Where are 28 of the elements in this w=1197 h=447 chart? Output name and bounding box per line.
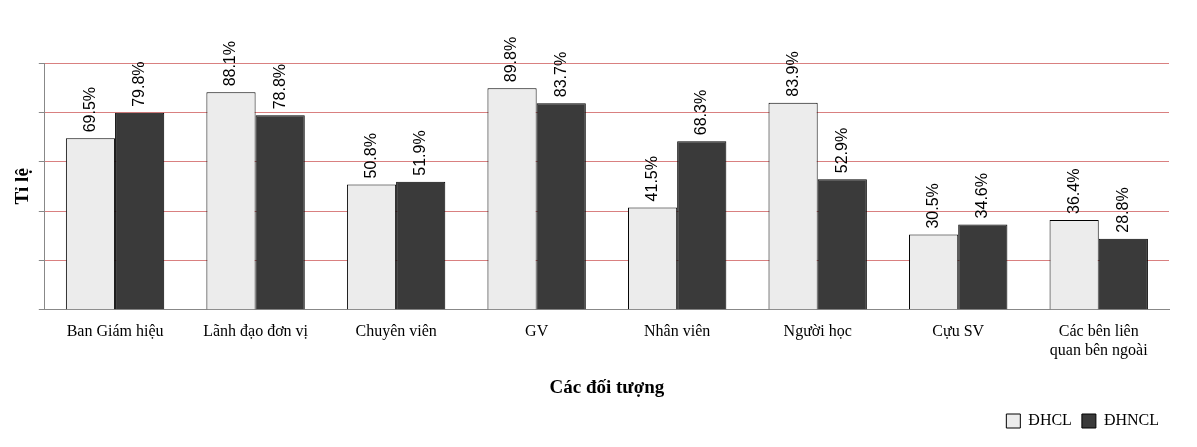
data-label: 51.9% [411, 130, 429, 176]
data-label: 28.8% [1113, 187, 1131, 233]
data-label: 50.8% [361, 133, 379, 179]
legend-label: ĐHNCL [1103, 411, 1159, 429]
x-tick-label: GV [525, 321, 549, 339]
y-axis-title: Tỉ lệ [11, 168, 33, 205]
legend-label: ĐHCL [1028, 411, 1072, 429]
data-label: 34.6% [973, 173, 991, 219]
data-label: 52.9% [832, 127, 850, 174]
data-label: 78.8% [270, 63, 288, 110]
x-tick-label: Chuyên viên [355, 321, 437, 340]
data-label: 41.5% [642, 156, 660, 202]
data-label: 79.8% [130, 61, 148, 107]
x-tick-label: Lãnh đạo đơn vị [203, 321, 309, 339]
data-label: 36.4% [1064, 168, 1082, 214]
x-tick-label: Các bên liên quan bên ngoài [1049, 321, 1149, 359]
x-tick-label: Người học [783, 321, 852, 340]
x-tick-label: Cựu SV [932, 321, 985, 339]
data-label: 68.3% [692, 89, 710, 136]
data-label: 30.5% [924, 183, 942, 229]
x-axis-title: Các đối tượng [549, 375, 665, 397]
x-tick-label: Ban Giám hiệu [66, 321, 164, 339]
data-label: 69.5% [80, 86, 98, 133]
data-label: 88.1% [221, 40, 239, 87]
data-label: 83.9% [783, 51, 801, 97]
data-label: 89.8% [502, 36, 520, 83]
data-label: 83.7% [551, 51, 569, 98]
x-tick-label: Nhân viên [644, 321, 711, 339]
